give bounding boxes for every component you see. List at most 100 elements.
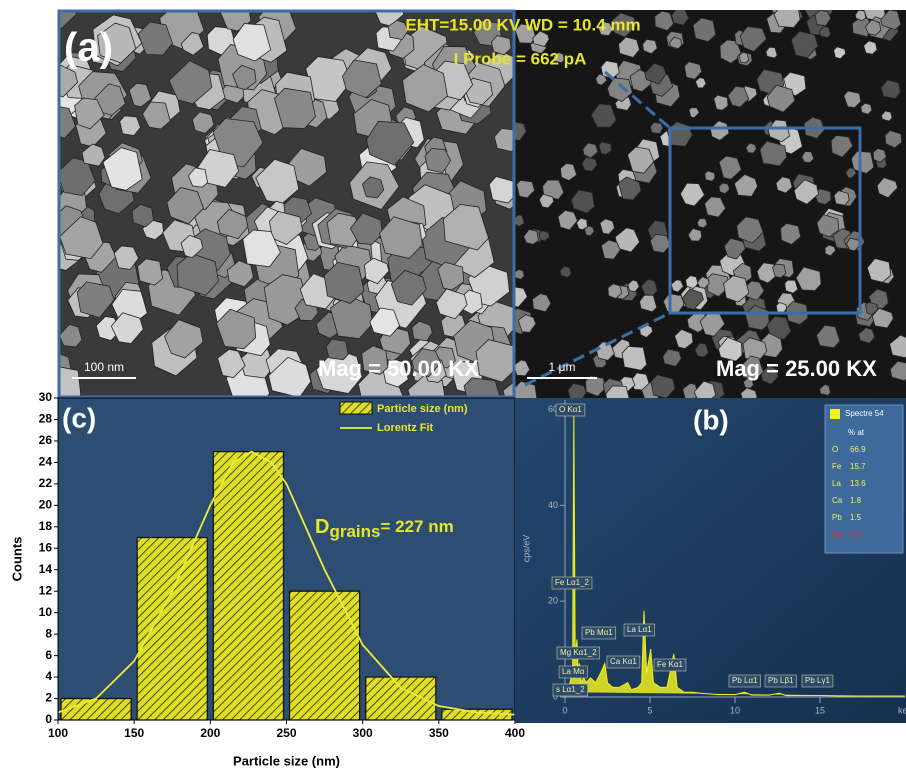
sem-grain <box>516 179 536 199</box>
sem-grain <box>361 176 385 199</box>
sem-grain <box>739 26 767 52</box>
y-tick-label: 26 <box>39 433 53 447</box>
annotation: Dgrains= 227 nm <box>315 516 454 541</box>
sem-grain <box>784 279 799 294</box>
sem-grain <box>772 263 787 279</box>
sem-grain <box>865 301 879 316</box>
plot-area <box>58 398 515 720</box>
peak-label: Fe Kα1 <box>657 660 684 669</box>
peak-label: Ca Kα1 <box>610 657 637 666</box>
sem-grain <box>542 179 565 200</box>
table-value: 0.6 <box>850 530 862 539</box>
sem-grain <box>137 258 164 286</box>
sem-grain <box>854 10 867 22</box>
sem-grain <box>532 30 550 47</box>
sem-grain <box>704 170 716 182</box>
peak-label-box <box>556 646 600 660</box>
sem-grain <box>696 217 708 229</box>
sem-grain <box>164 319 204 359</box>
sem-grain <box>889 334 906 359</box>
sem-grain <box>674 328 694 350</box>
y-tick-label: 14 <box>39 562 53 576</box>
table-element: Pb <box>832 513 842 522</box>
sem-grain <box>180 32 205 56</box>
sem-grain <box>538 230 550 242</box>
sem-grain <box>606 77 633 102</box>
sem-grain <box>740 387 758 398</box>
sem-grain <box>650 374 676 398</box>
sem-grain <box>600 239 621 260</box>
sem-grain <box>830 134 854 158</box>
sem-grain <box>669 36 682 50</box>
x-tick-label: 250 <box>276 726 296 740</box>
mag-label: Mag = 50.00 KX <box>318 356 479 381</box>
sem-grain <box>411 348 442 378</box>
sem-grain <box>590 103 617 128</box>
sem-grain <box>559 265 572 278</box>
sem-grain <box>765 46 778 59</box>
zoom-line <box>524 311 671 387</box>
y-tick-label: 60 <box>548 404 558 414</box>
peak-label: s Lα1_2 <box>556 685 585 694</box>
sem-grain <box>128 82 152 108</box>
sem-grain <box>696 276 710 289</box>
sem-grain <box>687 227 703 242</box>
sem-grain <box>113 245 140 270</box>
sem-grain <box>325 338 349 361</box>
sem-info: I Probe = 662 pA <box>454 49 587 68</box>
sem-grain <box>517 314 537 333</box>
sem-grain <box>76 281 115 319</box>
y-tick-label: 10 <box>39 605 53 619</box>
sem-grain <box>187 167 209 188</box>
sem-grain <box>736 216 764 244</box>
sem-grain <box>557 209 578 231</box>
sem-grain <box>559 162 578 182</box>
sem-grain <box>642 38 658 55</box>
bar <box>288 590 361 721</box>
sem-grain <box>694 77 707 89</box>
annotation-symbol: D <box>315 516 329 538</box>
sem-grain <box>402 64 448 113</box>
sem-grain <box>411 320 433 342</box>
sem-grain <box>727 85 750 108</box>
fit-line <box>57 450 516 716</box>
sem-grain <box>58 10 77 30</box>
sem-grain <box>437 261 465 291</box>
sem-grain <box>442 203 490 251</box>
table-header: % at <box>848 428 865 437</box>
sem-grain <box>232 23 272 62</box>
sem-grain <box>232 64 257 91</box>
sem-grain <box>607 283 623 300</box>
sem-grain <box>627 279 640 293</box>
sem-grain <box>581 156 598 172</box>
y-tick-label: 30 <box>39 390 53 404</box>
sem-grain <box>349 212 384 245</box>
sem-grain <box>531 293 552 313</box>
y-tick-label: 4 <box>45 669 52 683</box>
sem-frame <box>57 9 516 399</box>
peak-label: Mg Kα1_2 <box>560 648 597 657</box>
peak-label: Pb Mα1 <box>585 628 613 637</box>
sem-grain <box>552 51 565 64</box>
sem-grain <box>502 382 515 398</box>
sem-grain <box>833 190 850 206</box>
sem-grain <box>860 102 873 115</box>
sem-grain <box>688 107 700 119</box>
sem-grain <box>515 286 528 308</box>
x-tick-label: 5 <box>647 705 652 715</box>
sem-grain <box>845 167 857 179</box>
sem-grain <box>538 193 555 209</box>
sem-grain <box>168 60 213 105</box>
sem-grain <box>649 121 664 135</box>
sem-grain <box>843 90 862 109</box>
annotation-subscript: grains <box>329 522 380 541</box>
sem-grain <box>582 142 599 159</box>
sem-grain <box>570 189 595 214</box>
sem-grain <box>694 342 710 358</box>
x-tick-label: 150 <box>124 726 144 740</box>
sem-grain <box>850 150 875 174</box>
peak-label: Pb Lγ1 <box>805 676 830 685</box>
x-tick-label: 400 <box>505 726 525 740</box>
sem-grain <box>364 257 390 285</box>
sem-grain <box>685 275 699 289</box>
